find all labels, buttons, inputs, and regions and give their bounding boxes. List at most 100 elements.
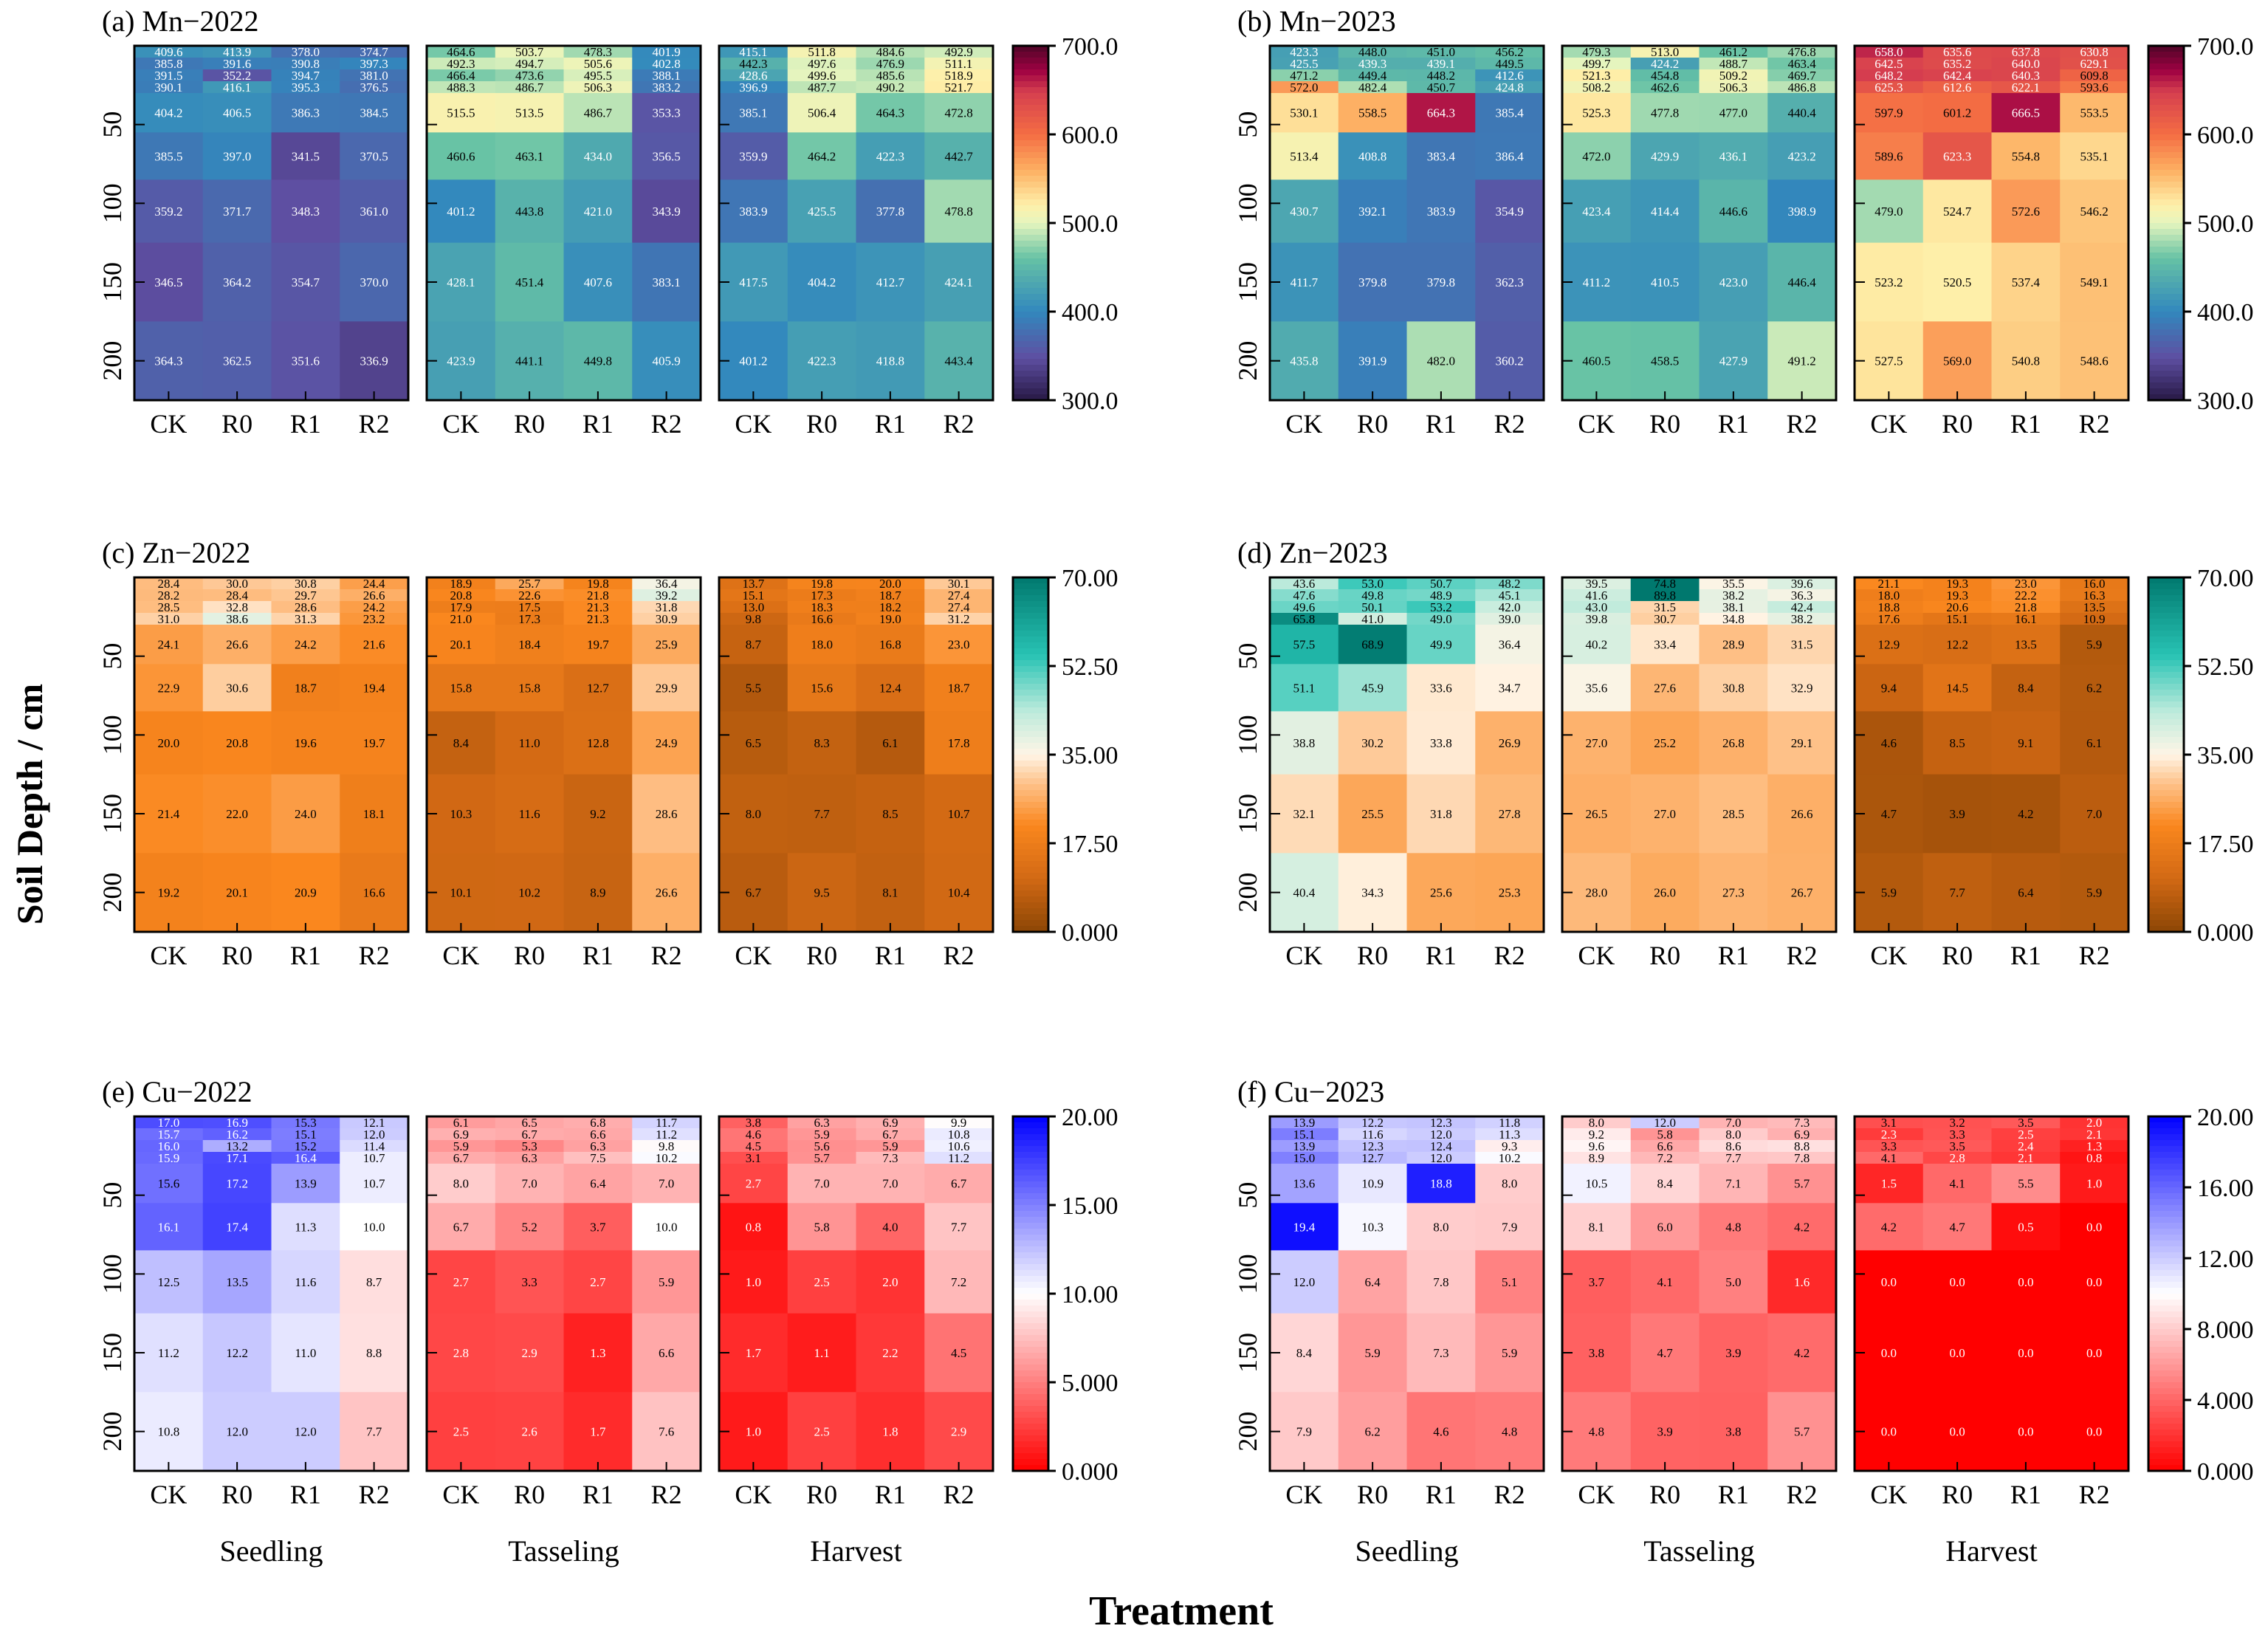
colorbar-segment [1013, 382, 1048, 389]
colorbar-segment [2148, 128, 2184, 135]
cell-label: 488.7 [1719, 57, 1748, 71]
cell-label: 20.8 [450, 588, 472, 603]
colorbar-segment [2148, 654, 2184, 661]
colorbar-segment [1013, 1288, 1048, 1294]
heatmap-cell [563, 853, 633, 933]
colorbar-segment [1013, 1317, 1048, 1324]
cell-label: 16.6 [363, 886, 385, 900]
colorbar-tick-label: 20.00 [1062, 1104, 1118, 1131]
colorbar-segment [1013, 1176, 1048, 1182]
cell-label: 21.6 [363, 638, 385, 652]
colorbar-tick-label: 700.0 [1062, 33, 1118, 61]
heatmap-cell [563, 46, 633, 58]
colorbar-tick-label: 0.000 [1062, 1458, 1118, 1486]
heatmap-cell [271, 1128, 340, 1141]
heatmap-cell [1699, 853, 1768, 933]
cell-label: 7.7 [1950, 886, 1966, 900]
cell-label: 436.1 [1719, 149, 1748, 163]
cell-label: 3.8 [746, 1116, 761, 1130]
cell-label: 20.0 [879, 577, 901, 591]
heatmap-cell [1475, 242, 1544, 322]
x-tick-label: R2 [2079, 941, 2110, 970]
heatmap-cell [1922, 613, 1992, 625]
heatmap-cell [1630, 589, 1700, 602]
heatmap-cell [495, 321, 564, 401]
cell-label: 5.9 [2086, 638, 2102, 652]
cell-label: 7.9 [1502, 1220, 1517, 1234]
cell-label: 16.2 [226, 1128, 248, 1142]
stage-harvest: 21.1 19.3 23.0 16.018.0 19.3 22.2 16.318.8 20.6… [1853, 576, 2130, 970]
heatmap-cell [495, 601, 564, 614]
cell-label: 19.7 [363, 736, 385, 750]
colorbar-segment [1013, 247, 1048, 253]
heatmap-cell [202, 132, 272, 180]
x-tick-label: R1 [875, 941, 906, 970]
cell-label: 13.2 [226, 1139, 248, 1153]
heatmap-cell [427, 1392, 496, 1472]
cell-label: 18.7 [295, 681, 317, 695]
colorbar-segment [2148, 335, 2184, 342]
cell-label: 464.2 [808, 149, 836, 163]
colorbar-segment [1013, 158, 1048, 165]
cell-label: 4.2 [2018, 807, 2033, 821]
heatmap-cell [924, 132, 994, 180]
colorbar-segment [2148, 631, 2184, 637]
cell-label: 486.7 [515, 80, 544, 95]
cell-label: 497.6 [808, 57, 836, 71]
heatmap-cell [1855, 1128, 1924, 1141]
colorbar-segment [2148, 861, 2184, 868]
heatmap-cell [2060, 81, 2129, 94]
cell-label: 506.4 [808, 106, 836, 120]
heatmap-cell [202, 853, 272, 933]
colorbar-segment [2148, 353, 2184, 360]
heatmap-cell [1699, 625, 1768, 665]
colorbar-segment [1013, 814, 1048, 820]
cell-label: 5.9 [882, 1139, 898, 1153]
heatmap-cell [632, 321, 701, 401]
cell-label: 2.2 [882, 1346, 898, 1360]
cell-label: 13.5 [2015, 638, 2037, 652]
heatmap-cell [856, 132, 925, 180]
cell-label: 8.4 [2018, 681, 2034, 695]
x-tick-label: R2 [1787, 941, 1818, 970]
heatmap-cell [719, 853, 788, 933]
cell-label: 21.3 [587, 600, 609, 614]
heatmap-cell [1475, 93, 1544, 133]
cell-label: 12.4 [1430, 1139, 1452, 1153]
heatmap-cell [427, 1203, 496, 1251]
stage-harvest: 3.1 3.2 3.5 2.02.3 3.3 2.5 2.13.3 3.5 2.4 1.34.1 2… [1853, 1115, 2130, 1568]
heatmap-cell [1991, 1152, 2061, 1164]
cell-label: 505.6 [584, 57, 612, 71]
x-tick-label: R2 [2079, 1480, 2110, 1509]
cell-label: 17.1 [226, 1151, 248, 1165]
cell-label: 36.3 [1791, 588, 1813, 603]
cell-label: 7.0 [522, 1177, 537, 1191]
cell-label: 414.4 [1651, 205, 1680, 219]
heatmap-cell [1562, 1128, 1632, 1141]
colorbar-tick-label: 500.0 [2197, 210, 2254, 238]
colorbar-segment [2148, 1412, 2184, 1418]
heatmap-cell [632, 179, 701, 244]
heatmap-cell [495, 69, 564, 82]
colorbar-segment [2148, 707, 2184, 714]
colorbar-segment [2148, 93, 2184, 100]
stage-label: Harvest [810, 1534, 901, 1568]
heatmap-cell [1855, 577, 1924, 590]
heatmap-cell [1922, 1164, 1992, 1204]
cell-label: 19.8 [587, 577, 609, 591]
heatmap-cell [1922, 1392, 1992, 1472]
heatmap-cell [495, 93, 564, 133]
heatmap-cell [856, 93, 925, 133]
axes-frame [425, 1115, 702, 1472]
cell-label: 5.8 [1657, 1128, 1673, 1142]
cell-label: 12.0 [226, 1425, 248, 1439]
heatmap-cell [1270, 711, 1339, 775]
heatmap-cell [1406, 1128, 1476, 1141]
colorbar-tick-label: 5.000 [1062, 1370, 1118, 1397]
heatmap-cell [1922, 242, 1992, 322]
heatmap-cell [340, 1250, 409, 1314]
cell-label: 4.7 [1881, 807, 1897, 821]
colorbar-segment [2148, 1323, 2184, 1330]
